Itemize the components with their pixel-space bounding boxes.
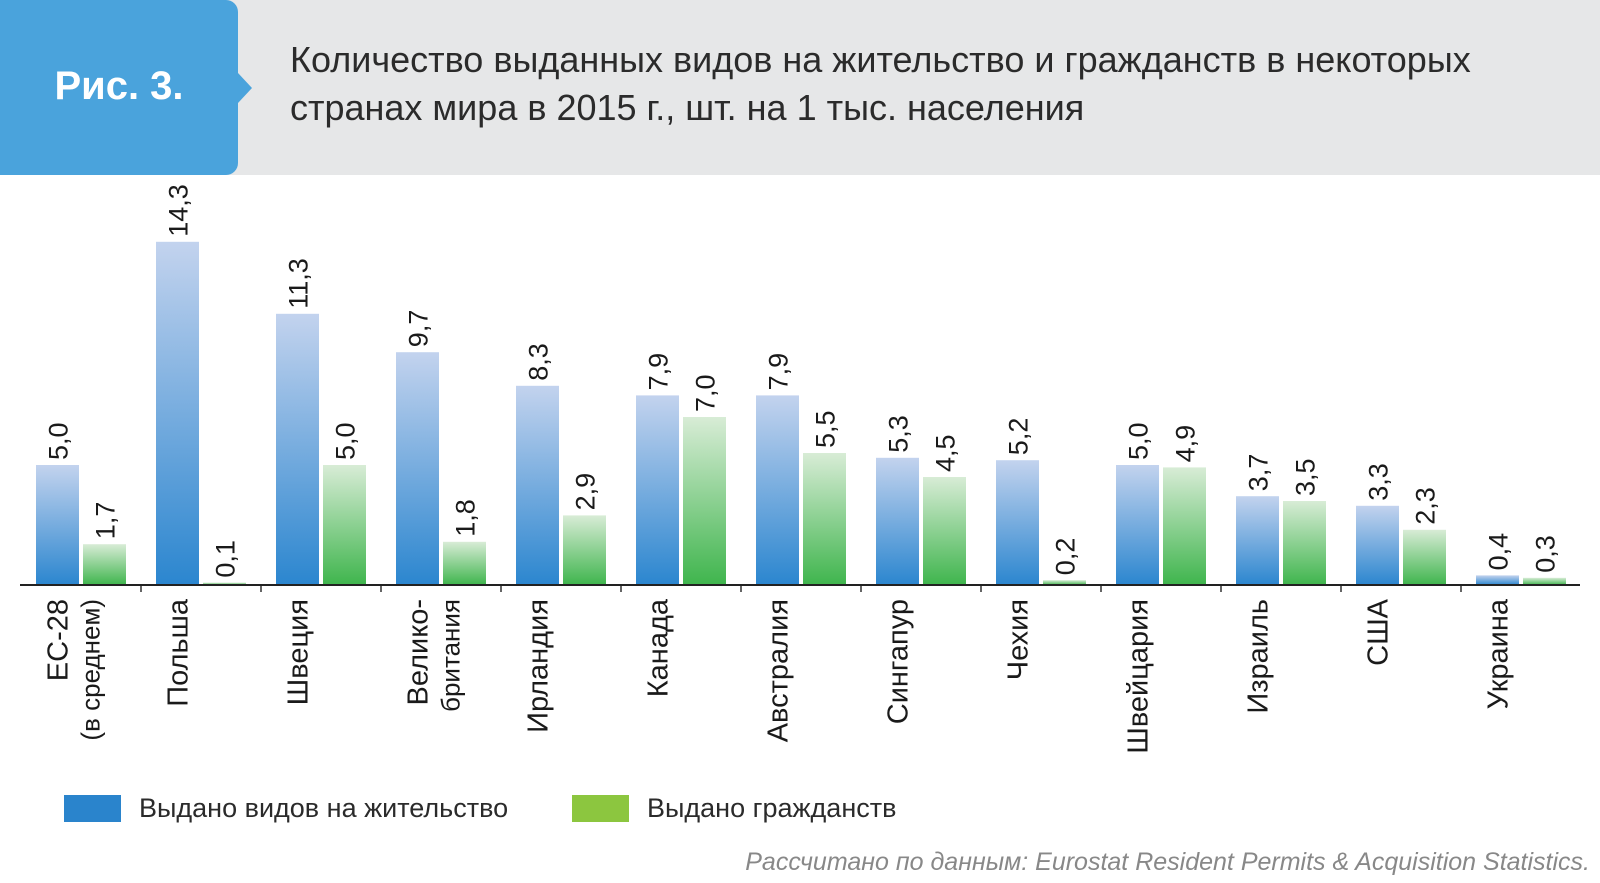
category-label-0: ЕС-28 <box>43 599 75 681</box>
value-label-citizenship-10: 3,5 <box>1291 458 1321 496</box>
category-label-4: Ирландия <box>523 599 555 733</box>
bar-citizenship-8 <box>1043 580 1086 585</box>
category-label-8: Чехия <box>1003 599 1035 680</box>
value-label-citizenship-1: 0,1 <box>211 540 241 578</box>
value-label-permits-0: 5,0 <box>44 422 74 460</box>
value-label-citizenship-6: 5,5 <box>811 410 841 448</box>
title-line-1: Количество выданных видов на жительство … <box>290 39 1471 80</box>
category-label-0-line2: (в среднем) <box>76 599 106 741</box>
bar-permits-3 <box>396 352 439 585</box>
bar-citizenship-9 <box>1163 467 1206 585</box>
bar-permits-9 <box>1116 465 1159 585</box>
value-label-permits-6: 7,9 <box>764 353 794 391</box>
bar-citizenship-2 <box>323 465 366 585</box>
value-label-permits-3: 9,7 <box>404 310 434 348</box>
value-label-citizenship-3: 1,8 <box>451 499 481 537</box>
value-label-citizenship-8: 0,2 <box>1051 538 1081 576</box>
legend-swatch-green <box>572 795 629 822</box>
legend-label-citizenship: Выдано гражданств <box>647 793 897 823</box>
bar-permits-2 <box>276 313 319 585</box>
badge-arrow <box>238 73 252 103</box>
bar-permits-6 <box>756 395 799 585</box>
value-label-permits-12: 0,4 <box>1484 533 1514 571</box>
category-label-11: США <box>1363 598 1395 666</box>
value-label-permits-5: 7,9 <box>644 353 674 391</box>
chart-title: Количество выданных видов на жительство … <box>290 36 1580 132</box>
bar-citizenship-0 <box>83 544 126 585</box>
value-label-citizenship-12: 0,3 <box>1531 535 1561 573</box>
value-label-permits-8: 5,2 <box>1004 418 1034 456</box>
category-label-7: Сингапур <box>883 599 915 724</box>
figure-label: Рис. 3. <box>54 64 184 108</box>
bar-permits-8 <box>996 460 1039 585</box>
bar-permits-11 <box>1356 505 1399 585</box>
bar-citizenship-3 <box>443 541 486 585</box>
bar-citizenship-7 <box>923 477 966 585</box>
value-label-citizenship-0: 1,7 <box>91 502 121 540</box>
value-label-citizenship-5: 7,0 <box>691 374 721 412</box>
source-note: Рассчитано по данным: Eurostat Resident … <box>745 848 1590 876</box>
category-label-3-line2: британия <box>436 599 466 712</box>
bar-citizenship-4 <box>563 515 606 585</box>
bar-permits-10 <box>1236 496 1279 585</box>
bar-chart: 5,0 1,7 14,3 0,1 11,3 5,0 9,7 1,8 8,3 2,9 7,9 7,0 7,… <box>20 184 1580 754</box>
bar-permits-12 <box>1476 575 1519 585</box>
category-label-10: Израиль <box>1243 599 1275 714</box>
bar-permits-1 <box>156 241 199 586</box>
value-label-citizenship-2: 5,0 <box>331 422 361 460</box>
value-label-citizenship-4: 2,9 <box>571 473 601 511</box>
bar-citizenship-5 <box>683 417 726 585</box>
category-label-2: Швеция <box>283 599 315 705</box>
value-label-permits-2: 11,3 <box>284 258 314 309</box>
value-label-permits-7: 5,3 <box>884 415 914 453</box>
header <box>0 0 1600 175</box>
bar-permits-4 <box>516 385 559 585</box>
figure-badge: Рис. 3. <box>0 0 238 175</box>
category-label-12: Украина <box>1483 598 1515 709</box>
title-line-2: странах мира в 2015 г., шт. на 1 тыс. на… <box>290 87 1085 128</box>
category-label-6: Австралия <box>763 599 795 742</box>
bar-citizenship-1 <box>203 582 246 585</box>
legend-label-permits: Выдано видов на жительство <box>139 793 509 823</box>
category-label-5: Канада <box>643 598 675 697</box>
value-label-permits-4: 8,3 <box>524 343 554 381</box>
value-label-permits-11: 3,3 <box>1364 463 1394 501</box>
value-label-citizenship-7: 4,5 <box>931 434 961 472</box>
category-label-9: Швейцария <box>1123 599 1155 754</box>
bar-citizenship-6 <box>803 453 846 585</box>
bar-citizenship-12 <box>1523 577 1566 585</box>
value-label-permits-1: 14,3 <box>164 184 194 237</box>
bar-permits-7 <box>876 457 919 585</box>
bar-permits-0 <box>36 465 79 585</box>
bar-citizenship-10 <box>1283 501 1326 585</box>
value-label-citizenship-9: 4,9 <box>1171 425 1201 463</box>
value-label-citizenship-11: 2,3 <box>1411 487 1441 525</box>
category-label-1: Польша <box>163 598 195 707</box>
value-label-permits-9: 5,0 <box>1124 422 1154 460</box>
value-label-permits-10: 3,7 <box>1244 454 1274 492</box>
legend-swatch-blue <box>64 795 121 822</box>
bar-permits-5 <box>636 395 679 585</box>
category-label-3: Велико- <box>403 599 435 705</box>
bar-citizenship-11 <box>1403 529 1446 585</box>
